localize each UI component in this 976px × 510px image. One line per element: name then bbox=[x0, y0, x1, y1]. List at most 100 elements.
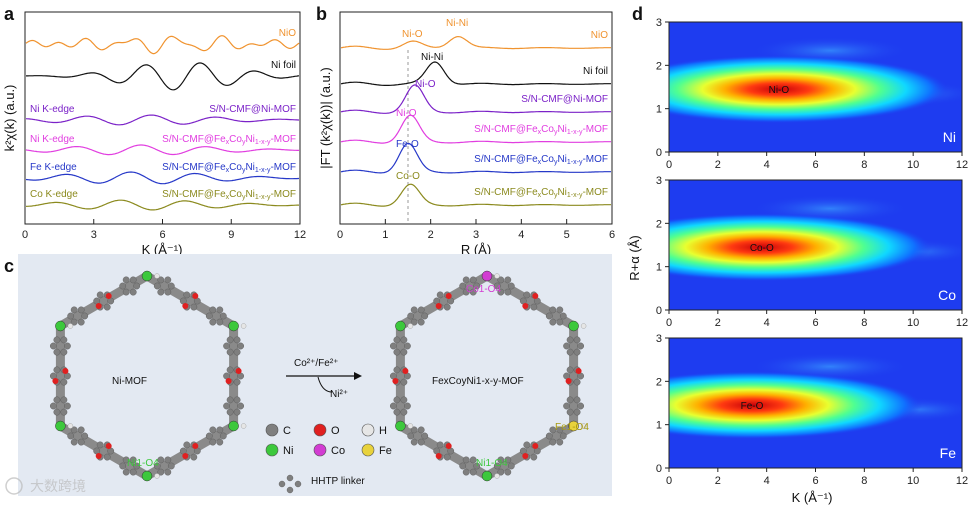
carbon-atom bbox=[469, 288, 477, 296]
carbon-atom bbox=[566, 348, 574, 356]
carbon-atom bbox=[393, 408, 401, 416]
carbon-atom bbox=[556, 306, 564, 314]
carbon-atom bbox=[573, 348, 581, 356]
carbon-atom bbox=[209, 306, 217, 314]
carbon-atom bbox=[226, 348, 234, 356]
panel-d-ylabel: R+α (Å) bbox=[627, 235, 642, 280]
oxygen-atom bbox=[435, 303, 442, 309]
carbon-atom bbox=[573, 408, 581, 416]
d-ytick-label: 1 bbox=[656, 262, 662, 274]
d-xtick-label: 6 bbox=[812, 159, 818, 171]
carbon-atom bbox=[393, 396, 401, 404]
legend-atom-swatch bbox=[361, 443, 375, 457]
carbon-atom bbox=[393, 366, 401, 374]
carbon-atom bbox=[96, 291, 104, 299]
carbon-atom bbox=[205, 312, 213, 320]
carbon-atom bbox=[497, 276, 505, 284]
hydrogen-atom bbox=[494, 473, 500, 479]
metal-node bbox=[141, 470, 153, 482]
carbon-atom bbox=[545, 312, 553, 320]
carbon-atom bbox=[233, 336, 241, 344]
carbon-atom bbox=[410, 438, 418, 446]
carbon-atom bbox=[393, 348, 401, 356]
panel-b: NiO Ni foil S/N-CMF@Ni-MOF S/N-CMF@FexCoyNi… bbox=[318, 11, 615, 257]
metal-node bbox=[395, 320, 406, 332]
oxygen-atom bbox=[522, 453, 529, 459]
b-peak-co: Co-O bbox=[396, 171, 420, 182]
carbon-atom bbox=[70, 438, 78, 446]
carbon-atom bbox=[469, 468, 477, 476]
metal-node bbox=[55, 320, 66, 332]
carbon-atom bbox=[122, 468, 130, 476]
carbon-atom bbox=[50, 342, 57, 350]
carbon-atom bbox=[417, 306, 425, 314]
linker-chain bbox=[142, 421, 239, 481]
carbon-atom bbox=[183, 441, 191, 449]
b-trace-line bbox=[340, 183, 611, 207]
metal-node bbox=[228, 320, 239, 332]
a-edge-label: Fe K-edge bbox=[30, 162, 77, 173]
site-ni-left: Ni1-O4 bbox=[127, 458, 159, 469]
reaction-byproduct: Ni²⁺ bbox=[330, 389, 348, 400]
linker-carbon bbox=[294, 480, 302, 488]
carbon-atom bbox=[119, 282, 127, 290]
panel-c-label: c bbox=[4, 256, 14, 276]
b-xtick-label: 4 bbox=[518, 229, 524, 241]
d-xtick-label: 2 bbox=[715, 159, 721, 171]
d-xtick-label: 8 bbox=[861, 317, 867, 329]
d-ytick-label: 0 bbox=[656, 463, 662, 475]
legend-atom-swatch bbox=[265, 443, 279, 457]
carbon-atom bbox=[237, 402, 245, 410]
d-ytick-label: 1 bbox=[656, 420, 662, 432]
map-element-label: Co bbox=[938, 287, 956, 303]
carbon-atom bbox=[216, 318, 224, 326]
hydrogen-atom bbox=[154, 273, 160, 279]
carbon-atom bbox=[153, 282, 161, 290]
carbon-atom bbox=[60, 408, 68, 416]
a-edge-label: Ni K-edge bbox=[30, 134, 75, 145]
legend-atom-label: Ni bbox=[283, 445, 293, 457]
linker-chain bbox=[482, 271, 579, 331]
carbon-atom bbox=[219, 432, 227, 440]
d-xtick-label: 6 bbox=[812, 317, 818, 329]
carbon-atom bbox=[64, 402, 71, 410]
map-peak-label: Fe-O bbox=[741, 401, 764, 412]
hydrogen-atom bbox=[240, 423, 247, 429]
carbon-atom bbox=[226, 408, 234, 416]
carbon-atom bbox=[566, 366, 574, 374]
a-trace-line bbox=[26, 62, 300, 91]
b-trace-label: NiO bbox=[591, 30, 608, 41]
carbon-atom bbox=[473, 282, 481, 290]
carbon-atom bbox=[573, 336, 581, 344]
carbon-atom bbox=[504, 468, 512, 476]
legend-atom-label: O bbox=[331, 425, 340, 437]
carbon-atom bbox=[60, 348, 68, 356]
atom-legend: C O H Ni Co Fe bbox=[265, 423, 392, 457]
carbon-atom bbox=[507, 462, 515, 470]
map-main-peak bbox=[669, 55, 949, 124]
panel-b-traces: NiO Ni foil S/N-CMF@Ni-MOF S/N-CMF@FexCoyNi… bbox=[340, 30, 611, 207]
oxygen-atom bbox=[182, 453, 189, 459]
panel-a-xlabel: K (Å⁻¹) bbox=[142, 242, 183, 257]
carbon-atom bbox=[497, 468, 505, 476]
carbon-atom bbox=[60, 336, 68, 344]
oxygen-atom bbox=[95, 303, 102, 309]
hhtp-linker-icon bbox=[278, 474, 302, 494]
carbon-atom bbox=[122, 456, 130, 464]
b-xtick-label: 1 bbox=[382, 229, 388, 241]
fecony-mof-structure bbox=[389, 270, 587, 482]
carbon-atom bbox=[64, 342, 71, 350]
carbon-atom bbox=[219, 312, 227, 320]
carbon-atom bbox=[504, 288, 512, 296]
metal-node bbox=[55, 420, 66, 432]
carbon-atom bbox=[233, 396, 241, 404]
b-xtick-label: 6 bbox=[609, 229, 615, 241]
carbon-atom bbox=[60, 378, 68, 386]
carbon-atom bbox=[504, 456, 512, 464]
linker-carbon bbox=[286, 474, 294, 482]
carbon-atom bbox=[400, 348, 408, 356]
a-trace-line bbox=[25, 35, 300, 55]
carbon-atom bbox=[77, 306, 85, 314]
